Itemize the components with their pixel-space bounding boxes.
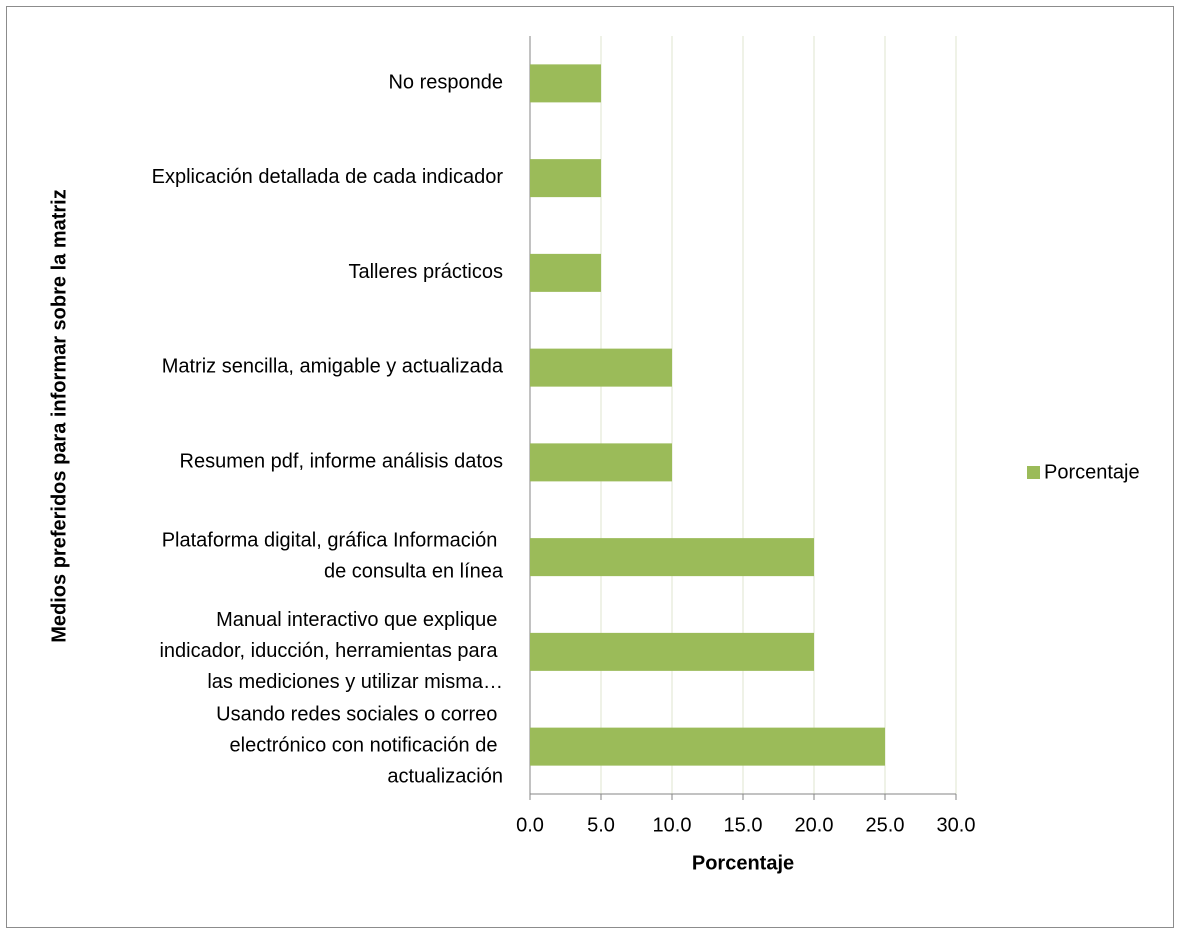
x-tick-label: 5.0 xyxy=(587,814,615,836)
bar xyxy=(530,443,672,482)
bar xyxy=(530,538,814,577)
x-tick-label: 15.0 xyxy=(724,814,763,836)
y-tick-label: Usando redes sociales o correo electróni… xyxy=(216,704,503,788)
x-axis-title: Porcentaje xyxy=(692,852,794,874)
y-tick-label: No responde xyxy=(388,72,503,94)
legend-swatch xyxy=(1027,466,1040,479)
y-tick-label: Explicación detallada de cada indicador xyxy=(152,166,504,188)
bar xyxy=(530,632,814,671)
x-tick-label: 30.0 xyxy=(937,814,976,836)
y-axis-title: Medios preferidos para informar sobre la… xyxy=(48,189,70,642)
y-tick-label: Resumen pdf, informe análisis datos xyxy=(180,451,504,473)
x-tick-label: 0.0 xyxy=(516,814,544,836)
x-tick-label: 20.0 xyxy=(795,814,834,836)
y-tick-label: Plataforma digital, gráfica Información … xyxy=(162,530,504,583)
x-tick-label: 10.0 xyxy=(653,814,692,836)
y-tick-label: Talleres prácticos xyxy=(348,261,503,283)
y-tick-label: Matriz sencilla, amigable y actualizada xyxy=(162,356,504,378)
bar xyxy=(530,727,885,766)
bar xyxy=(530,64,601,103)
x-tick-label: 25.0 xyxy=(866,814,905,836)
bar xyxy=(530,348,672,387)
legend-label: Porcentaje xyxy=(1044,461,1140,483)
bar xyxy=(530,159,601,198)
y-tick-label: Manual interactivo que explique indicado… xyxy=(159,609,503,693)
bar xyxy=(530,253,601,292)
